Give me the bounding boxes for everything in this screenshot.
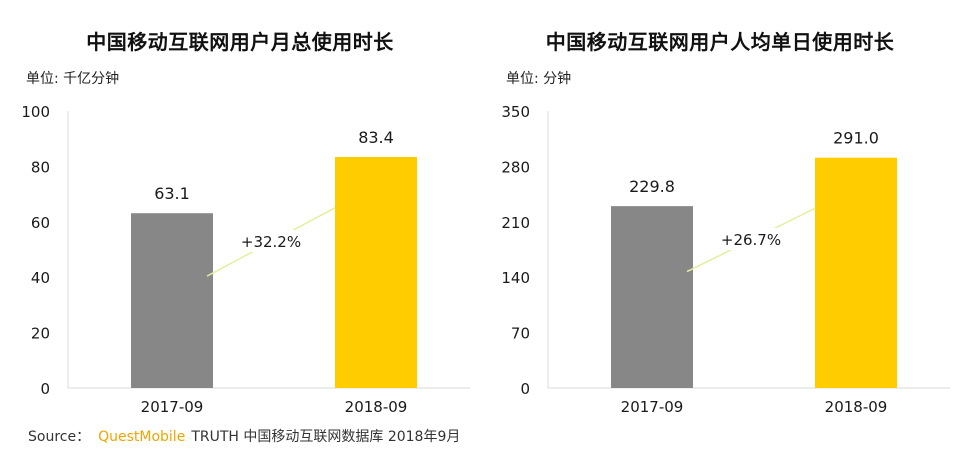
growth-label: +26.7% [721, 231, 781, 249]
data-label: 229.8 [629, 177, 675, 196]
bar-chart-monthly-total: 0 20 40 60 80 100 63.1 2017-09 83.4 2018-09 +32.2% [21, 103, 470, 416]
source-note: Source： QuestMobile TRUTH 中国移动互联网数据库 2018年… [28, 426, 460, 446]
y-tick-label: 100 [21, 103, 50, 121]
y-tick-label: 140 [501, 269, 530, 287]
data-label: 63.1 [154, 184, 190, 203]
source-prefix: Source： [28, 429, 91, 445]
unit-label: 单位: 分钟 [506, 71, 572, 87]
data-label: 83.4 [358, 128, 394, 147]
chart-title: 中国移动互联网用户月总使用时长 [86, 30, 394, 54]
y-tick-label: 20 [31, 325, 50, 343]
y-tick-label: 60 [31, 214, 50, 232]
source-brand: QuestMobile [98, 429, 186, 445]
bar-2017-09 [131, 213, 213, 388]
y-tick-label: 0 [520, 380, 530, 398]
chart-panel-daily-per-user: 中国移动互联网用户人均单日使用时长 单位: 分钟 0 70 140 210 280 350… [480, 0, 960, 420]
y-tick-label: 40 [31, 269, 50, 287]
growth-label: +32.2% [241, 233, 301, 251]
source-text: TRUTH 中国移动互联网数据库 2018年9月 [191, 429, 461, 445]
chart-title: 中国移动互联网用户人均单日使用时长 [545, 30, 895, 54]
unit-label: 单位: 千亿分钟 [26, 71, 120, 87]
y-tick-label: 280 [501, 158, 530, 176]
data-label: 291.0 [833, 129, 879, 148]
y-tick-label: 350 [501, 103, 530, 121]
bar-2017-09 [611, 206, 693, 388]
bar-chart-daily-per-user: 0 70 140 210 280 350 229.8 2017-09 291.0 2018-09 +… [501, 103, 950, 416]
chart-panel-monthly-total: 中国移动互联网用户月总使用时长 单位: 千亿分钟 0 20 40 60 80 100 63.… [0, 0, 480, 420]
x-tick-label: 2017-09 [621, 398, 684, 416]
y-tick-label: 70 [511, 325, 530, 343]
y-tick-label: 80 [31, 158, 50, 176]
x-tick-label: 2018-09 [825, 398, 888, 416]
y-tick-label: 0 [40, 380, 50, 398]
y-tick-label: 210 [501, 214, 530, 232]
x-tick-label: 2018-09 [345, 398, 408, 416]
bar-2018-09 [335, 156, 417, 388]
x-tick-label: 2017-09 [141, 398, 204, 416]
bar-2018-09 [815, 157, 897, 388]
growth-label-backdrop [241, 229, 301, 252]
growth-label-backdrop [721, 227, 781, 250]
